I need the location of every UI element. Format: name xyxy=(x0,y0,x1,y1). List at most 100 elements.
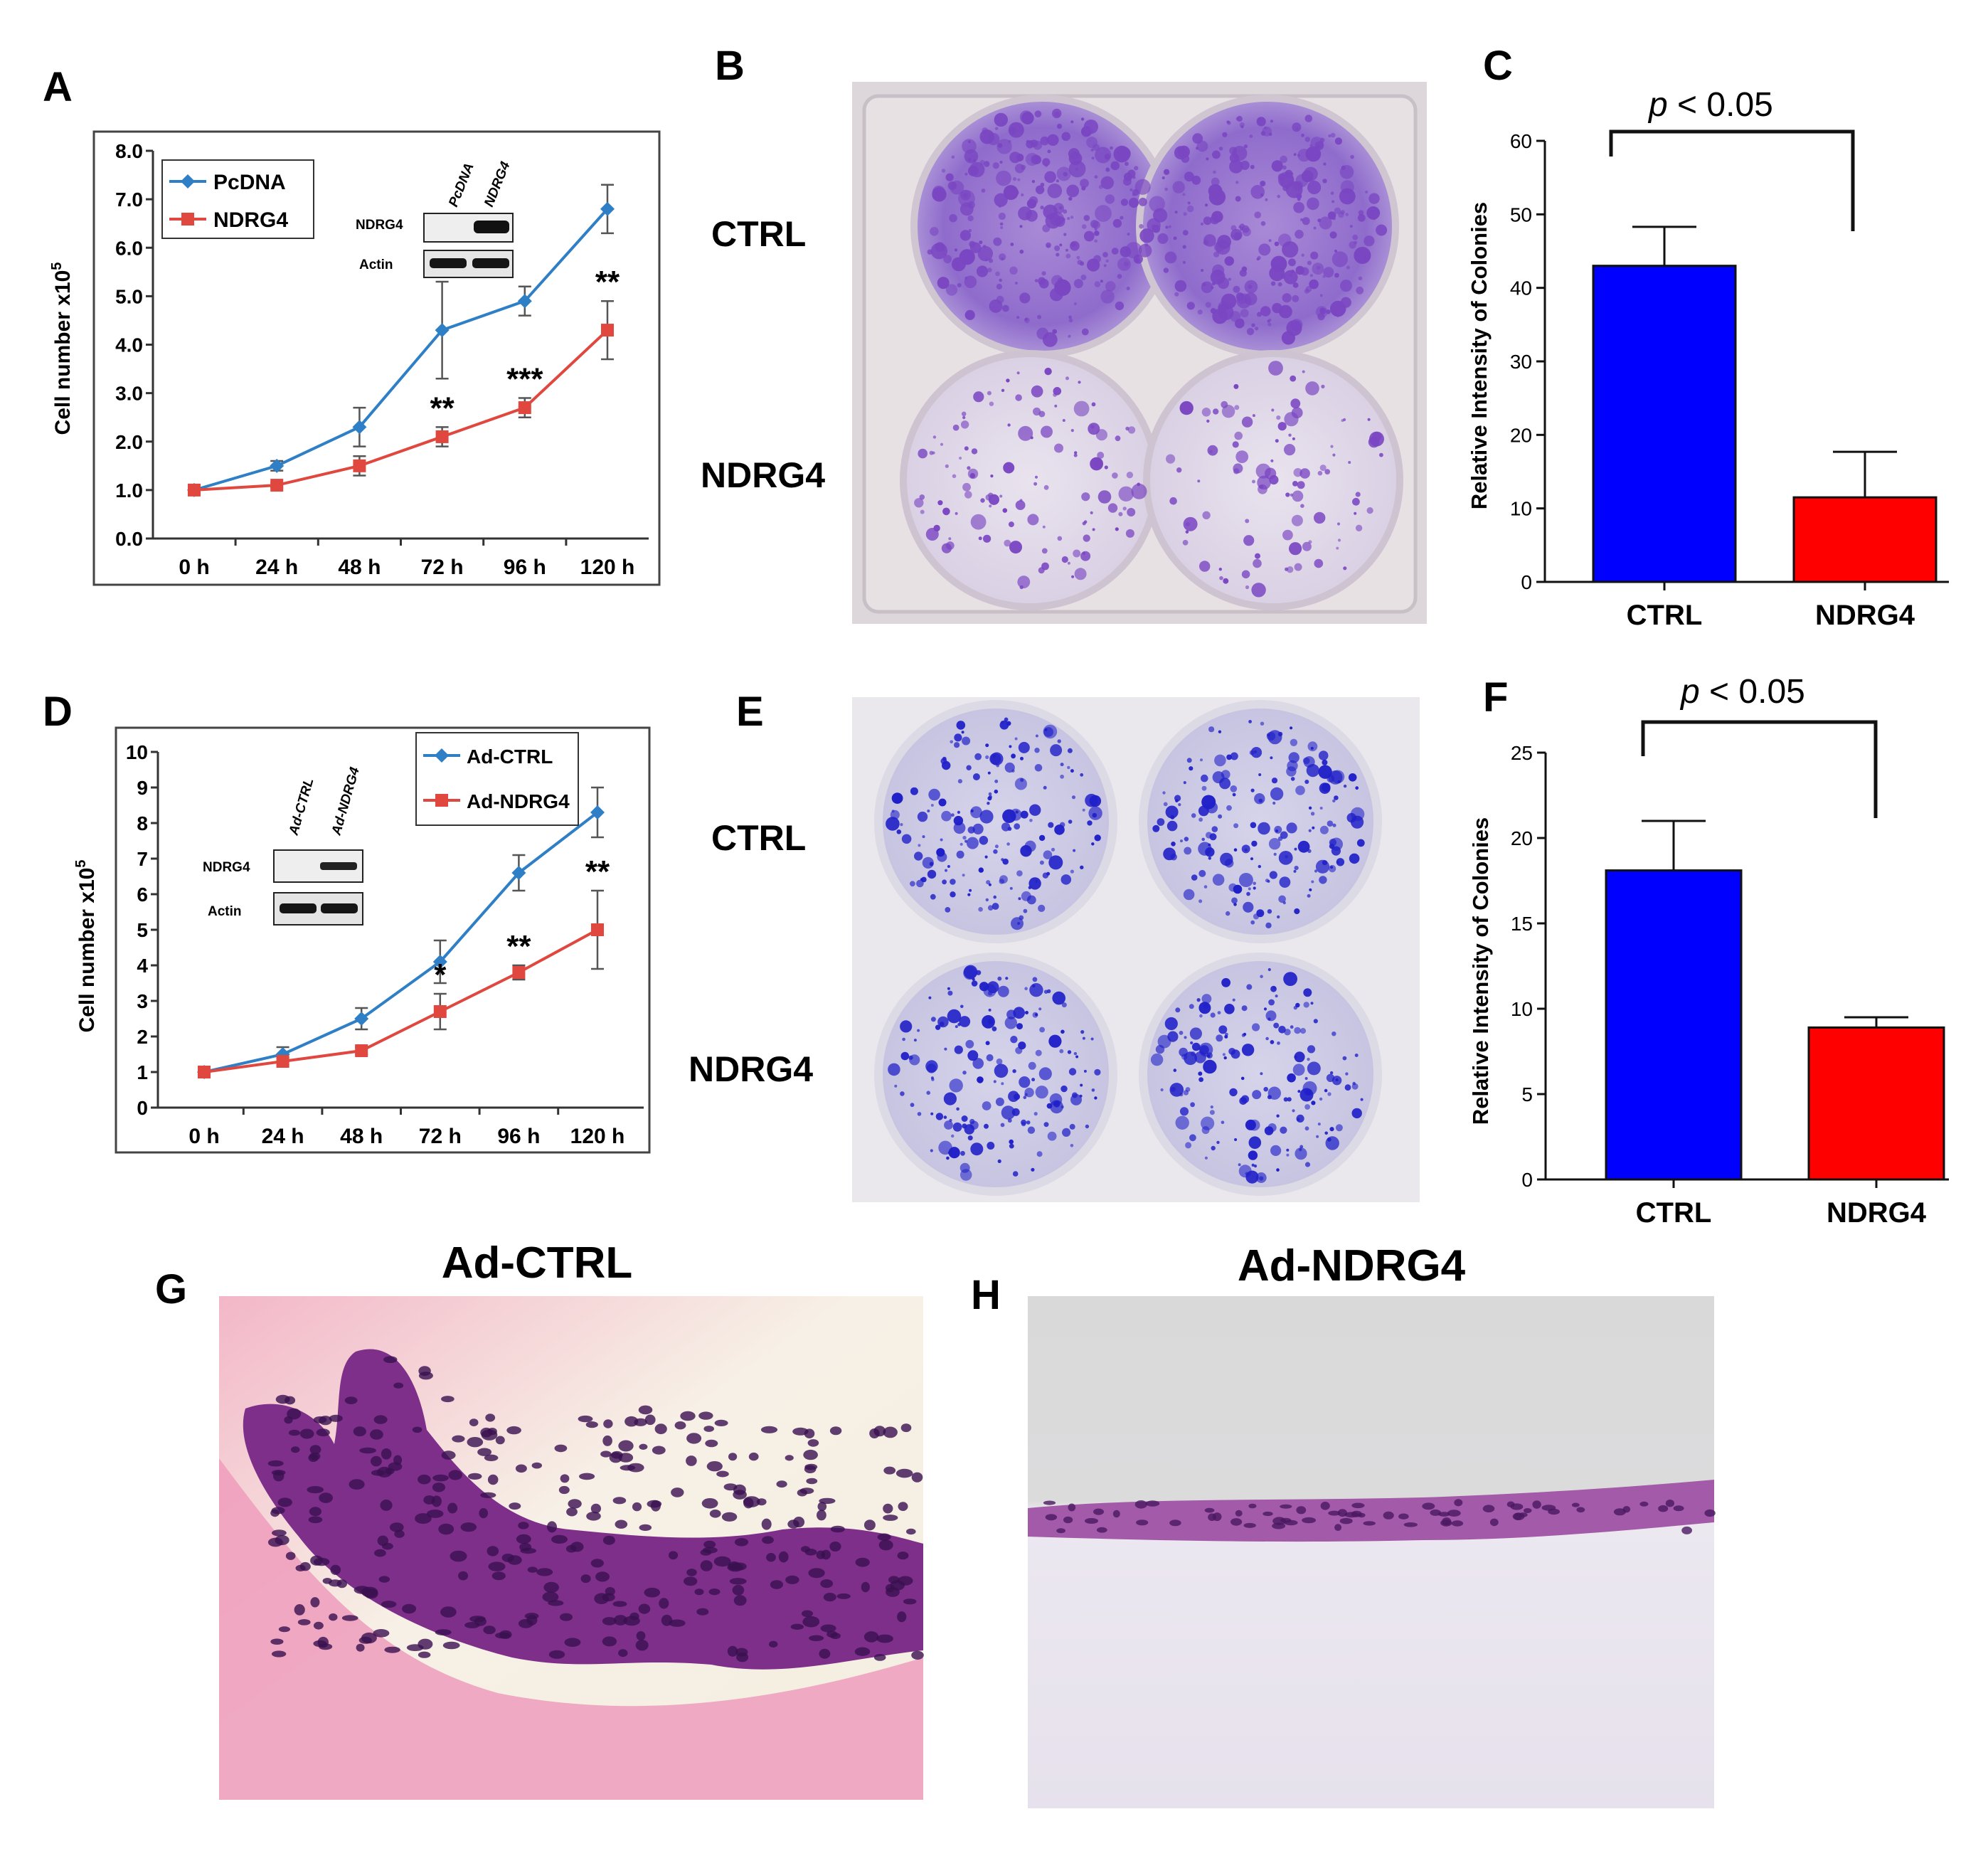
colony xyxy=(1290,726,1293,730)
nucleus xyxy=(329,1613,338,1621)
colony xyxy=(928,788,940,801)
colony xyxy=(1286,766,1297,777)
colony xyxy=(1329,231,1337,239)
colony xyxy=(1304,1077,1308,1080)
colony xyxy=(1294,563,1302,571)
nucleus xyxy=(551,1534,568,1544)
bar-ctrl xyxy=(1605,869,1743,1181)
nucleus xyxy=(469,1418,479,1426)
colony xyxy=(1170,853,1177,861)
colony xyxy=(1125,242,1142,259)
colony xyxy=(999,879,1004,884)
colony xyxy=(1323,267,1334,278)
data-point xyxy=(512,966,526,979)
nucleus xyxy=(358,1636,372,1644)
colony xyxy=(1007,423,1011,427)
data-point xyxy=(511,866,526,880)
y-tick-label: 1.0 xyxy=(115,479,143,502)
colony xyxy=(949,213,957,223)
nucleus xyxy=(442,1641,460,1650)
colony xyxy=(1179,401,1194,415)
colony xyxy=(970,809,974,812)
colony xyxy=(1216,1140,1220,1145)
nucleus xyxy=(393,1382,404,1389)
colony xyxy=(1258,484,1267,494)
colony xyxy=(1291,514,1303,526)
nucleus xyxy=(515,1464,527,1473)
data-point xyxy=(432,955,447,969)
colony xyxy=(1201,774,1208,783)
colony xyxy=(1331,846,1341,856)
colony xyxy=(1258,243,1271,256)
nucleus xyxy=(448,1470,462,1480)
nucleus xyxy=(295,1564,306,1571)
colony xyxy=(1126,286,1130,291)
colony xyxy=(1080,1083,1083,1087)
panel-a-axes: 0.01.02.03.04.05.06.07.08.00 h 24 h 48 h 72… xyxy=(115,140,649,579)
colony xyxy=(1357,213,1366,222)
colony xyxy=(947,987,950,990)
panel-letter-d: D xyxy=(43,689,73,735)
colony xyxy=(1001,1082,1004,1086)
x-tick-label: CTRL xyxy=(1636,1197,1712,1229)
series-line-ad-ndrg4 xyxy=(203,928,598,1073)
colony xyxy=(1201,837,1205,842)
panel-e-colony-plate xyxy=(852,697,1420,1202)
colony xyxy=(971,980,978,987)
colony xyxy=(990,474,994,478)
colony xyxy=(1283,972,1297,986)
nucleus xyxy=(897,1552,909,1560)
nucleus xyxy=(479,1508,488,1519)
x-tick-label: NDRG4 xyxy=(1815,600,1915,631)
nucleus xyxy=(611,1450,623,1459)
colony xyxy=(1203,216,1212,226)
colony xyxy=(987,771,991,775)
inset-d-band-actin-2 xyxy=(321,903,358,913)
colony xyxy=(1183,1090,1189,1096)
nucleus xyxy=(727,1645,738,1657)
colony xyxy=(1186,758,1192,763)
colony xyxy=(1304,115,1313,122)
colony xyxy=(1268,132,1272,137)
colony xyxy=(993,237,1002,246)
colony xyxy=(985,743,989,748)
nucleus xyxy=(1524,1508,1532,1513)
colony xyxy=(961,731,964,734)
colony xyxy=(960,1004,964,1009)
nucleus xyxy=(770,1580,783,1589)
panel-c-p-value: p < 0.05 xyxy=(1647,86,1773,124)
colony xyxy=(1013,1007,1025,1019)
colony xyxy=(1234,405,1240,410)
colony xyxy=(1221,977,1230,987)
colony xyxy=(945,173,954,181)
colony xyxy=(965,1039,974,1049)
colony xyxy=(1048,1034,1062,1048)
colony xyxy=(1371,210,1375,213)
colony xyxy=(1049,287,1063,302)
x-tick-label: 48 h xyxy=(340,1125,383,1148)
colony xyxy=(947,1009,962,1024)
colony xyxy=(936,848,945,857)
colony xyxy=(1061,874,1072,885)
colony xyxy=(1124,172,1132,181)
nucleus xyxy=(705,1439,718,1448)
colony xyxy=(955,511,958,515)
colony xyxy=(1295,785,1305,795)
colony xyxy=(1218,568,1223,571)
colony xyxy=(1252,479,1255,484)
colony xyxy=(1282,901,1286,905)
colony xyxy=(999,278,1002,282)
colony xyxy=(948,537,952,541)
colony xyxy=(1110,161,1120,171)
nucleus xyxy=(310,1555,324,1566)
colony xyxy=(1304,137,1311,142)
colony xyxy=(1127,426,1136,434)
colony xyxy=(1218,147,1223,151)
colony xyxy=(1311,880,1314,884)
colony xyxy=(1093,255,1101,263)
colony xyxy=(1211,826,1218,832)
colony xyxy=(1182,193,1186,196)
colony xyxy=(994,779,999,783)
nucleus xyxy=(319,1416,332,1426)
colony xyxy=(984,258,988,262)
